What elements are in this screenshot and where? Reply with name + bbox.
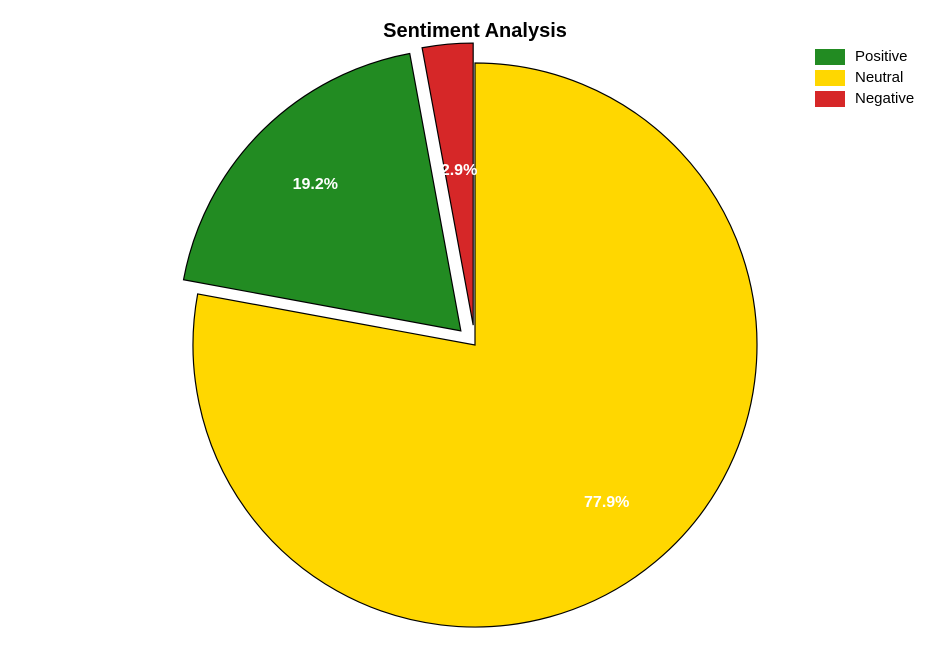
legend-swatch-negative bbox=[815, 91, 845, 107]
legend-item-negative: Negative bbox=[815, 90, 914, 107]
sentiment-pie-chart: Sentiment Analysis 77.9%19.2%2.9% Positi… bbox=[0, 0, 950, 662]
legend-label-positive: Positive bbox=[855, 48, 908, 65]
legend-label-negative: Negative bbox=[855, 90, 914, 107]
legend-swatch-positive bbox=[815, 49, 845, 65]
legend-item-positive: Positive bbox=[815, 48, 914, 65]
legend-label-neutral: Neutral bbox=[855, 69, 903, 86]
legend-swatch-neutral bbox=[815, 70, 845, 86]
slice-label-negative: 2.9% bbox=[441, 162, 477, 180]
pie-svg bbox=[0, 0, 950, 662]
slice-label-neutral: 77.9% bbox=[584, 494, 629, 512]
legend: Positive Neutral Negative bbox=[815, 48, 914, 111]
slice-label-positive: 19.2% bbox=[293, 176, 338, 194]
legend-item-neutral: Neutral bbox=[815, 69, 914, 86]
